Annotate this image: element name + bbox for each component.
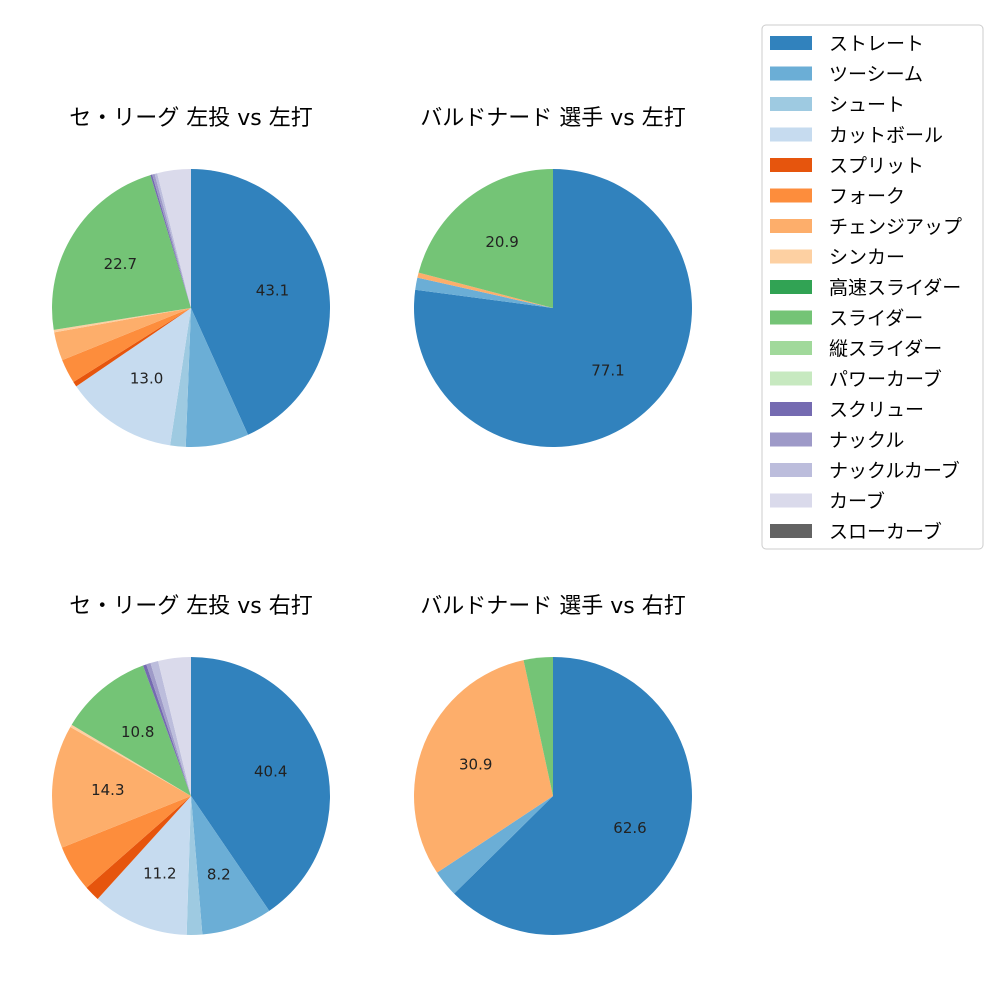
legend-swatch (770, 188, 812, 203)
pie-slice-10 (146, 663, 191, 796)
slice-value-label: 22.7 (104, 255, 137, 273)
slice-value-label: 30.9 (459, 756, 492, 774)
pie-slice-3 (523, 657, 553, 796)
chart-title: セ・リーグ 左投 vs 左打 (69, 106, 312, 131)
pie-slice-11 (154, 173, 191, 308)
pie-slice-5 (61, 796, 192, 888)
pie-slice-0 (191, 657, 331, 911)
pie-slice-6 (51, 727, 192, 848)
legend-swatch (770, 127, 812, 142)
pie-slice-0 (414, 169, 693, 447)
legend-swatch (770, 341, 812, 355)
legend-swatch (770, 432, 812, 447)
legend-label: シンカー (829, 247, 905, 269)
chart-title: セ・リーグ 左投 vs 右打 (69, 594, 312, 619)
pie-slice-12 (157, 169, 191, 308)
legend-label: スクリュー (829, 399, 924, 421)
pie-chart-sel-lhp-vs-lhb: セ・リーグ 左投 vs 左打 43.1 13.0 22.7 (52, 106, 331, 447)
pie-slice-1 (191, 796, 270, 935)
pie-slice-1 (185, 308, 249, 447)
legend-label: パワーカーブ (829, 368, 942, 391)
slice-value-label: 20.9 (485, 233, 518, 251)
pie-slice-2 (413, 660, 553, 873)
pie-slice-11 (150, 660, 191, 796)
pie-slice-4 (86, 796, 191, 899)
legend-label: シュート (829, 94, 905, 116)
pie-slice-1 (415, 277, 553, 308)
legend-swatch (770, 524, 812, 538)
pie-chart-baldonado-vs-rhb: バルドナード 選手 vs 右打 62.6 30.9 (413, 594, 693, 935)
slice-value-label: 40.4 (254, 762, 287, 780)
legend: ストレートツーシームシュートカットボールスプリットフォークチェンジアップシンカー… (761, 24, 984, 550)
legend-swatch (770, 249, 812, 264)
legend-label: カットボール (829, 125, 943, 147)
legend-label: ナックル (829, 430, 904, 452)
slice-value-label: 62.6 (613, 819, 646, 837)
legend-label: 高速スライダー (829, 277, 961, 299)
legend-swatch (770, 158, 812, 172)
chart-title: バルドナード 選手 vs 左打 (420, 106, 685, 131)
pie-slice-3 (76, 308, 191, 446)
legend-label: スローカーブ (829, 520, 942, 543)
legend-label: フォーク (829, 186, 905, 208)
slice-value-label: 8.2 (207, 866, 231, 884)
pie-slice-9 (143, 664, 191, 796)
pie-slice-8 (52, 175, 192, 330)
legend-label: スライダー (829, 308, 923, 330)
slice-value-label: 14.3 (91, 781, 124, 799)
chart-title: バルドナード 選手 vs 右打 (420, 594, 685, 619)
slice-value-label: 43.1 (256, 282, 289, 300)
legend-label: ツーシーム (829, 64, 923, 86)
legend-frame (761, 24, 984, 550)
pie-slice-2 (417, 272, 553, 308)
legend-swatch (770, 402, 812, 416)
pie-chart-baldonado-vs-lhb: バルドナード 選手 vs 左打 77.1 20.9 (414, 106, 693, 447)
pie-slice-1 (437, 796, 553, 894)
legend-swatch (770, 219, 812, 233)
pie-slice-4 (73, 308, 191, 387)
pie-chart-sel-lhp-vs-rhb: セ・リーグ 左投 vs 右打 40.4 8.2 11.2 14.3 10.8 (51, 594, 331, 935)
pie-slice-7 (70, 724, 191, 796)
slice-value-label: 13.0 (130, 370, 163, 388)
pie-slice-9 (150, 174, 191, 308)
slice-value-label: 77.1 (591, 362, 624, 380)
legend-swatch (770, 310, 812, 325)
legend-swatch (770, 371, 812, 386)
pie-slice-8 (71, 665, 191, 796)
legend-label: チェンジアップ (829, 216, 962, 238)
slice-value-label: 11.2 (143, 864, 176, 882)
pie-slice-6 (54, 308, 191, 361)
slice-value-label: 10.8 (121, 723, 154, 741)
legend-label: 縦スライダー (829, 338, 942, 360)
pie-slice-10 (152, 173, 191, 308)
legend-swatch (770, 97, 812, 111)
pie-slice-3 (97, 796, 191, 935)
pie-slice-2 (186, 796, 203, 935)
pie-slice-2 (170, 308, 191, 447)
legend-label: スプリット (829, 155, 924, 177)
legend-swatch (770, 66, 812, 81)
pie-slice-3 (418, 169, 553, 308)
pie-slice-0 (454, 657, 693, 935)
legend-swatch (770, 36, 812, 50)
legend-label: ナックルカーブ (829, 459, 960, 482)
pie-slice-12 (158, 657, 191, 796)
legend-label: カーブ (829, 490, 885, 513)
pie-slice-5 (62, 308, 191, 383)
legend-swatch (770, 493, 812, 508)
legend-swatch (770, 280, 812, 294)
pie-slice-7 (53, 308, 192, 333)
legend-label: ストレート (829, 33, 924, 55)
pie-slice-0 (191, 168, 331, 435)
legend-swatch (770, 463, 812, 477)
